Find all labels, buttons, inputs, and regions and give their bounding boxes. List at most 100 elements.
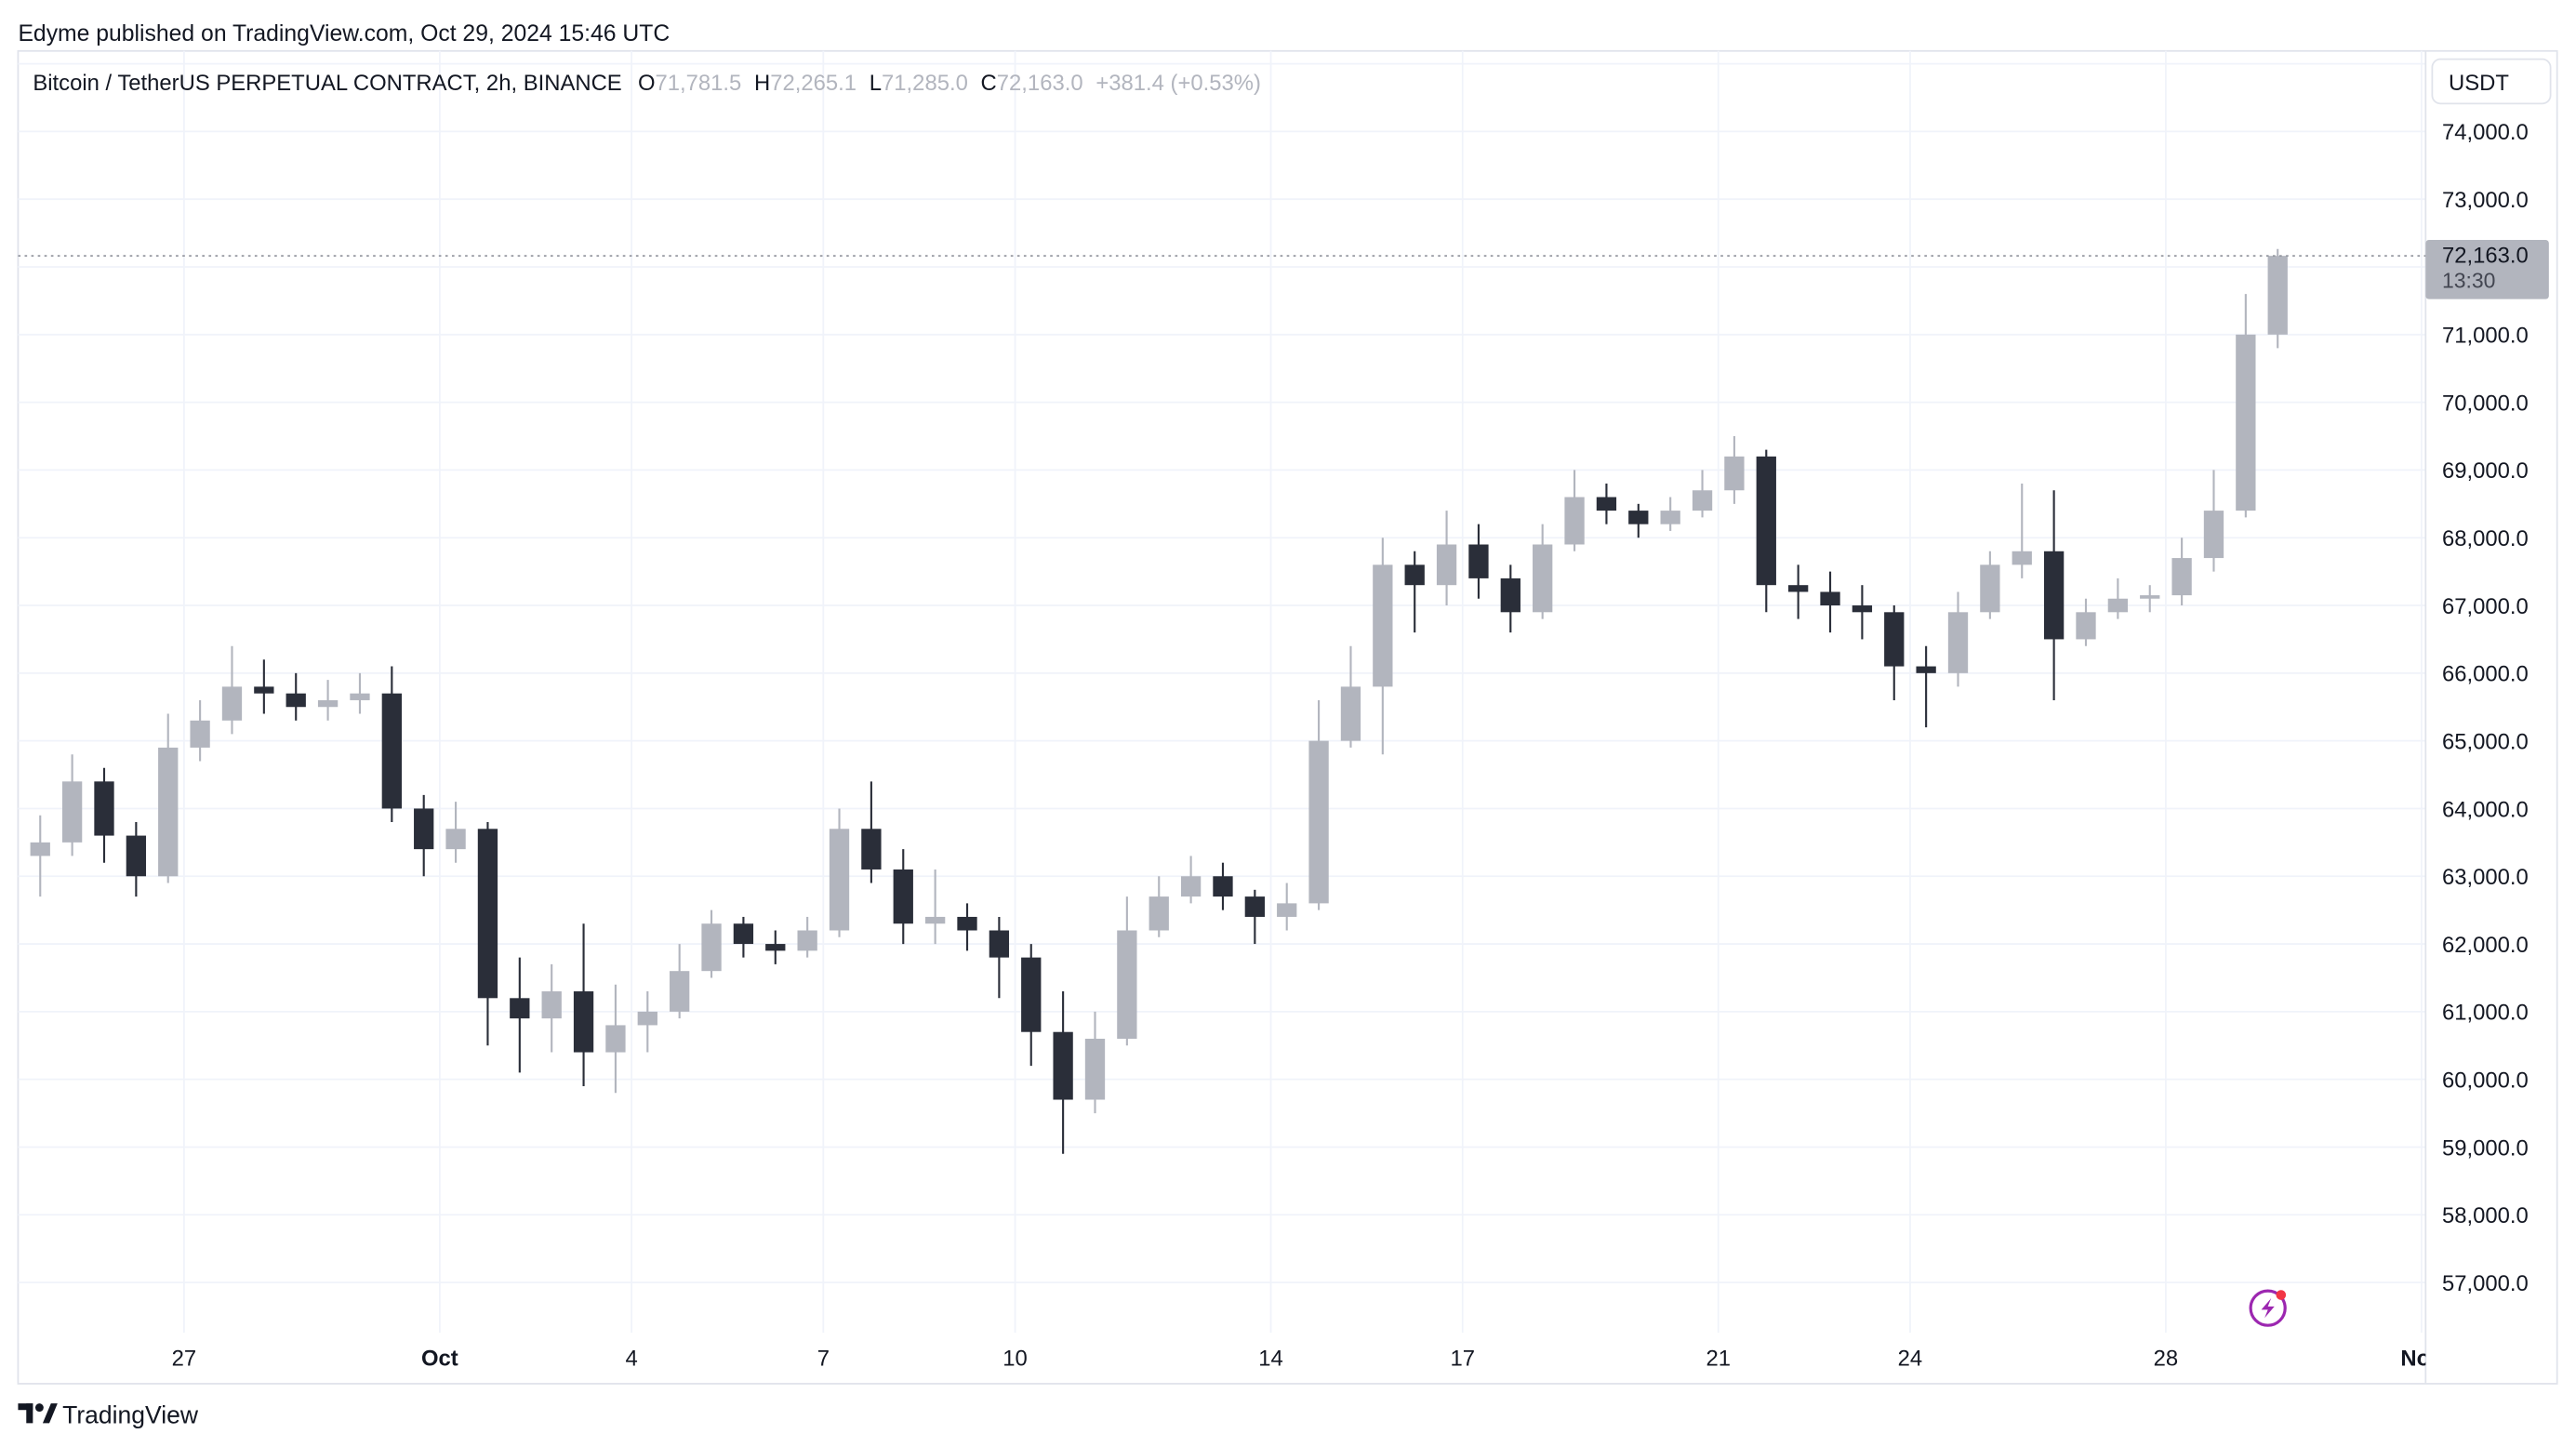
candle-body [1660, 511, 1680, 524]
countdown-timer: 13:30 [2442, 268, 2495, 292]
candle-body [765, 944, 786, 951]
candle-body [1564, 497, 1585, 545]
candle-body [1916, 666, 1936, 673]
price-tick-label: 65,000.0 [2442, 729, 2529, 754]
candle-up [1373, 538, 1393, 755]
candle-down [285, 672, 306, 721]
candle-body [1053, 1031, 1073, 1100]
candle-body [445, 829, 466, 850]
time-tick-label: 21 [1706, 1347, 1731, 1372]
candle-body [1500, 577, 1520, 613]
candle-up [541, 963, 562, 1053]
price-tick-label: 63,000.0 [2442, 865, 2529, 890]
candle-body [1947, 612, 1969, 673]
candle-down [1053, 991, 1073, 1154]
tradingview-logo-text: TradingView [62, 1401, 199, 1428]
candle-down [861, 781, 882, 883]
candle-down [957, 903, 977, 951]
candle-body [1117, 930, 1137, 1039]
candle-body [541, 991, 562, 1019]
candle-up [1660, 497, 1680, 531]
candle-body [1436, 544, 1457, 586]
candle-body [1852, 605, 1873, 613]
candle-down [1628, 503, 1649, 538]
candle-body [2043, 551, 2065, 640]
candle-up [1308, 699, 1329, 910]
candle-up [2076, 598, 2096, 646]
candle-body [1404, 564, 1425, 586]
candle-up [924, 869, 946, 945]
time-tick-label: 17 [1450, 1347, 1475, 1372]
candle-down [765, 930, 786, 964]
candle-body [1340, 686, 1361, 741]
time-axis[interactable]: 27 Oct 4 7 10 14 17 21 24 28 Nov [172, 1347, 2443, 1372]
candle-up [1724, 436, 1745, 504]
candle-body [957, 916, 977, 931]
candle-body [1180, 876, 1202, 897]
candle-up [1340, 645, 1361, 748]
candle-down [94, 767, 114, 863]
candle-body [797, 930, 817, 951]
price-tick-label: 60,000.0 [2442, 1069, 2529, 1094]
candle-body [317, 699, 339, 708]
candle-down [254, 659, 274, 714]
candle-body [2107, 598, 2129, 613]
time-tick-label: 27 [172, 1347, 197, 1372]
candle-down [1916, 645, 1936, 728]
time-tick-label: 28 [2154, 1347, 2179, 1372]
candle-body [94, 781, 114, 836]
candle-body [1533, 544, 1553, 613]
candle-up [158, 713, 179, 883]
candle-body [126, 835, 147, 877]
candle-up [2236, 294, 2256, 518]
candle-up [605, 984, 626, 1094]
candle-down [1404, 551, 1425, 633]
candle-up [221, 645, 243, 735]
candle-down [1244, 889, 1266, 945]
candle-down [573, 923, 594, 1086]
price-tick-label: 64,000.0 [2442, 797, 2529, 822]
candle-body [381, 693, 402, 809]
legend-low-label: L [870, 71, 882, 96]
price-tick-label: 62,000.0 [2442, 933, 2529, 958]
candle-body [1756, 456, 1776, 586]
price-tick-label: 73,000.0 [2442, 188, 2529, 213]
candle-body [2236, 334, 2256, 511]
candle-body [1149, 896, 1169, 931]
lightning-icon[interactable] [2249, 1289, 2287, 1327]
candle-up [2140, 585, 2160, 613]
legend-close-value: 72,163.0 [997, 71, 1083, 96]
candle-body [2012, 551, 2032, 565]
legend-open-value: 71,781.5 [655, 71, 741, 96]
candle-body [989, 930, 1010, 958]
candle-up [2107, 577, 2129, 619]
price-tick-label: 59,000.0 [2442, 1135, 2529, 1161]
candle-up [30, 815, 50, 897]
price-tick-label: 68,000.0 [2442, 526, 2529, 551]
legend-high-value: 72,265.1 [770, 71, 856, 96]
candle-body [1277, 903, 1297, 917]
candle-body [2140, 595, 2160, 599]
candle-down [1468, 524, 1489, 599]
candle-up [701, 909, 722, 978]
current-price-label: 72,163.0 13:30 [2425, 240, 2549, 299]
candle-down [1500, 564, 1520, 633]
current-price-value: 72,163.0 [2442, 244, 2529, 269]
price-axis[interactable]: 74,000.0 73,000.0 71,000.0 70,000.0 69,000.0… [2442, 120, 2529, 1296]
candle-down [477, 822, 498, 1046]
candle-up [2171, 538, 2192, 606]
candle-body [1820, 591, 1840, 606]
price-tick-label: 74,000.0 [2442, 120, 2529, 145]
legend-high-label: H [754, 71, 770, 96]
candle-body [829, 829, 850, 931]
currency-button[interactable]: USDT [2431, 58, 2552, 105]
candle-down [381, 666, 402, 823]
candle-up [2203, 470, 2224, 572]
candle-down [1756, 449, 1776, 613]
candle-up [2267, 248, 2288, 349]
candle-down [1213, 862, 1233, 910]
grid [18, 50, 2426, 1334]
candle-up [1980, 551, 2000, 619]
tradingview-logo[interactable]: TradingView [18, 1401, 199, 1428]
time-tick-label: 24 [1898, 1347, 1923, 1372]
